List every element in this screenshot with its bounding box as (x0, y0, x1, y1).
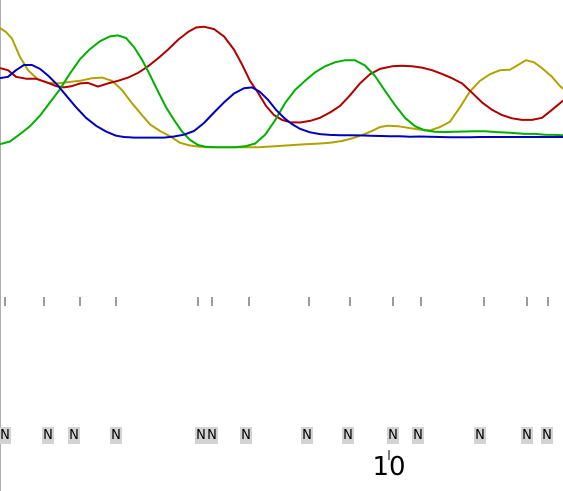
base-call: N (195, 427, 207, 444)
base-call: N (301, 427, 313, 444)
trace-red (0, 25, 563, 124)
base-call: N (68, 427, 80, 444)
base-call: N (42, 427, 54, 444)
base-call: N (387, 427, 399, 444)
trace-green (0, 34, 563, 149)
base-call: N (110, 427, 122, 444)
base-call: N (342, 427, 354, 444)
base-call: N (412, 427, 424, 444)
base-call: N (206, 427, 218, 444)
trace-yellow (0, 27, 563, 149)
base-call: N (240, 427, 252, 444)
peak-tick-marks (4, 297, 549, 306)
position-label: 10 (372, 452, 406, 482)
base-call: N (541, 427, 553, 444)
base-call: N (521, 427, 533, 444)
base-call: N (0, 427, 11, 444)
trace-lines (0, 25, 563, 149)
base-call: N (474, 427, 486, 444)
trace-blue (0, 64, 563, 139)
